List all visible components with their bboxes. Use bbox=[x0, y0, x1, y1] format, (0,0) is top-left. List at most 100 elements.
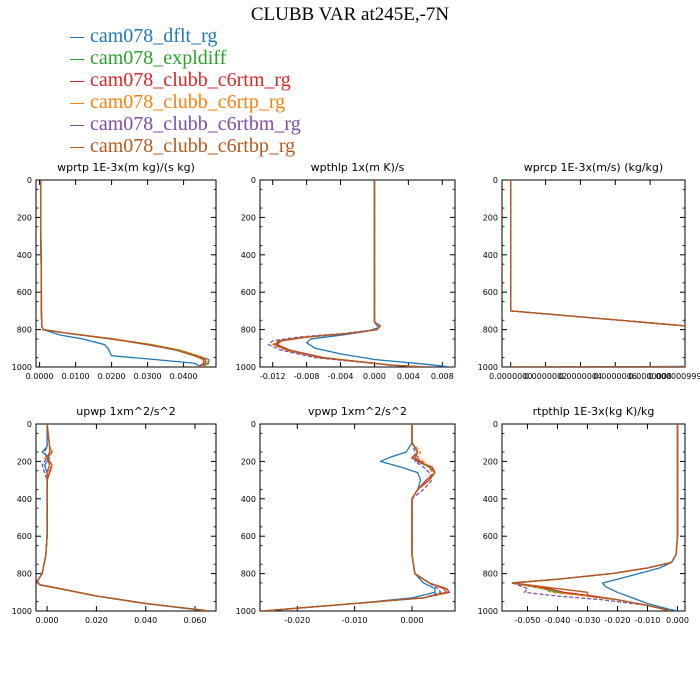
panel-title: wprtp 1E-3x(m kg)/(s kg) bbox=[57, 161, 195, 174]
x-tick-label: 0.0000006 bbox=[594, 372, 637, 381]
y-tick-label: 1000 bbox=[478, 607, 498, 616]
panel-title: upwp 1xm^2/s^2 bbox=[76, 405, 176, 418]
x-tick-label: 0.060 bbox=[184, 616, 207, 625]
y-tick-label: 800 bbox=[17, 570, 32, 579]
plot-frame bbox=[501, 179, 686, 368]
chart-panel: vpwp 1xm^2/s^2 0 200 400 600 800 1000 -0.020 -0.… bbox=[236, 405, 456, 625]
series-line bbox=[36, 424, 210, 611]
series-line bbox=[510, 180, 685, 367]
series-line bbox=[262, 424, 450, 611]
y-tick-label: 0 bbox=[251, 420, 256, 429]
y-tick-label: 200 bbox=[483, 213, 498, 222]
x-tick-label: 0.0000009999999 bbox=[648, 372, 700, 381]
y-tick-label: 200 bbox=[483, 457, 498, 466]
series-line bbox=[510, 180, 685, 367]
x-tick-label: -0.008 bbox=[294, 372, 320, 381]
y-tick-label: 200 bbox=[17, 457, 32, 466]
series-line bbox=[510, 180, 685, 367]
legend-swatch bbox=[70, 81, 84, 82]
plot-frame bbox=[259, 423, 456, 612]
series-line bbox=[511, 424, 679, 611]
x-tick-label: 0.0100 bbox=[62, 372, 90, 381]
y-tick-label: 600 bbox=[17, 288, 32, 297]
series-line bbox=[40, 180, 205, 367]
x-tick-label: 0.0000 bbox=[26, 372, 54, 381]
x-tick-label: 0.0400 bbox=[170, 372, 198, 381]
series-line bbox=[36, 424, 210, 611]
y-tick-label: 800 bbox=[241, 326, 256, 335]
chart-panel: upwp 1xm^2/s^2 0 200 400 600 800 1000 0.000 0.02… bbox=[12, 405, 217, 625]
chart-panel: wprcp 1E-3x(m/s) (kg/kg) 0 200 400 600 800 100… bbox=[478, 161, 700, 381]
y-tick-label: 800 bbox=[241, 570, 256, 579]
x-tick-label: 0.020 bbox=[85, 616, 108, 625]
series-group bbox=[511, 424, 679, 611]
series-line bbox=[40, 180, 206, 367]
x-tick-label: 0.000 bbox=[363, 372, 386, 381]
y-tick-label: 200 bbox=[17, 213, 32, 222]
x-tick-label: -0.012 bbox=[260, 372, 286, 381]
x-tick-label: -0.040 bbox=[545, 616, 571, 625]
series-group bbox=[40, 180, 210, 367]
series-line bbox=[36, 424, 210, 611]
y-tick-label: 400 bbox=[483, 495, 498, 504]
y-tick-label: 600 bbox=[241, 532, 256, 541]
panel-title: vpwp 1xm^2/s^2 bbox=[308, 405, 407, 418]
series-line bbox=[510, 180, 685, 367]
y-tick-label: 0 bbox=[27, 420, 32, 429]
y-tick-label: 200 bbox=[241, 213, 256, 222]
series-line bbox=[273, 180, 426, 367]
y-tick-label: 0 bbox=[27, 176, 32, 185]
y-tick-label: 1000 bbox=[236, 363, 256, 372]
legend-label: cam078_dflt_rg bbox=[90, 25, 218, 47]
x-tick-label: 0.000 bbox=[401, 616, 424, 625]
y-tick-label: 800 bbox=[17, 326, 32, 335]
y-tick-label: 400 bbox=[483, 251, 498, 260]
x-tick-label: -0.004 bbox=[328, 372, 354, 381]
y-tick-label: 400 bbox=[17, 495, 32, 504]
x-tick-label: -0.010 bbox=[342, 616, 368, 625]
series-group bbox=[510, 180, 685, 367]
series-line bbox=[305, 180, 451, 367]
y-tick-label: 1000 bbox=[236, 607, 256, 616]
x-tick-label: -0.010 bbox=[635, 616, 661, 625]
x-tick-label: 0.0000000 bbox=[489, 372, 532, 381]
series-group bbox=[262, 424, 450, 611]
panel-title: wprcp 1E-3x(m/s) (kg/kg) bbox=[524, 161, 663, 174]
x-tick-label: 0.0200 bbox=[98, 372, 126, 381]
y-tick-label: 800 bbox=[483, 326, 498, 335]
y-tick-label: 0 bbox=[493, 420, 498, 429]
legend-label: cam078_clubb_c6rtp_rg bbox=[90, 91, 286, 113]
series-line bbox=[36, 424, 210, 611]
y-tick-label: 400 bbox=[241, 251, 256, 260]
x-tick-label: -0.050 bbox=[515, 616, 541, 625]
series-line bbox=[276, 180, 426, 367]
legend-label: cam078_expldiff bbox=[90, 47, 227, 69]
plot-frame bbox=[259, 179, 456, 368]
legend-label: cam078_clubb_c6rtbp_rg bbox=[90, 135, 296, 157]
series-line bbox=[40, 180, 206, 367]
x-tick-label: 0.0300 bbox=[134, 372, 162, 381]
series-line bbox=[262, 424, 448, 611]
series-line bbox=[511, 424, 679, 611]
legend-swatch bbox=[70, 59, 84, 60]
chart-panel: rtpthlp 1E-3x(kg K)/kg 0 200 400 600 800 1000 -… bbox=[478, 405, 689, 625]
series-group bbox=[267, 180, 451, 367]
series-line bbox=[601, 424, 679, 611]
series-line bbox=[40, 180, 210, 367]
figure-title: CLUBB VAR at245E,-7N bbox=[250, 4, 450, 25]
series-line bbox=[276, 180, 426, 367]
x-tick-label: 0.0000002 bbox=[524, 372, 567, 381]
chart-panel: wprtp 1E-3x(m kg)/(s kg) 0 200 400 600 800 100… bbox=[12, 161, 217, 381]
y-tick-label: 1000 bbox=[12, 607, 32, 616]
x-tick-label: -0.020 bbox=[605, 616, 631, 625]
series-line bbox=[40, 180, 202, 367]
y-tick-label: 800 bbox=[483, 570, 498, 579]
x-tick-label: 0.000 bbox=[36, 616, 59, 625]
x-tick-label: -0.030 bbox=[575, 616, 601, 625]
plot-frame bbox=[501, 423, 686, 612]
y-tick-label: 400 bbox=[241, 495, 256, 504]
y-tick-label: 0 bbox=[493, 176, 498, 185]
series-line bbox=[36, 424, 210, 611]
y-tick-label: 600 bbox=[483, 532, 498, 541]
x-tick-label: 0.000 bbox=[666, 616, 689, 625]
